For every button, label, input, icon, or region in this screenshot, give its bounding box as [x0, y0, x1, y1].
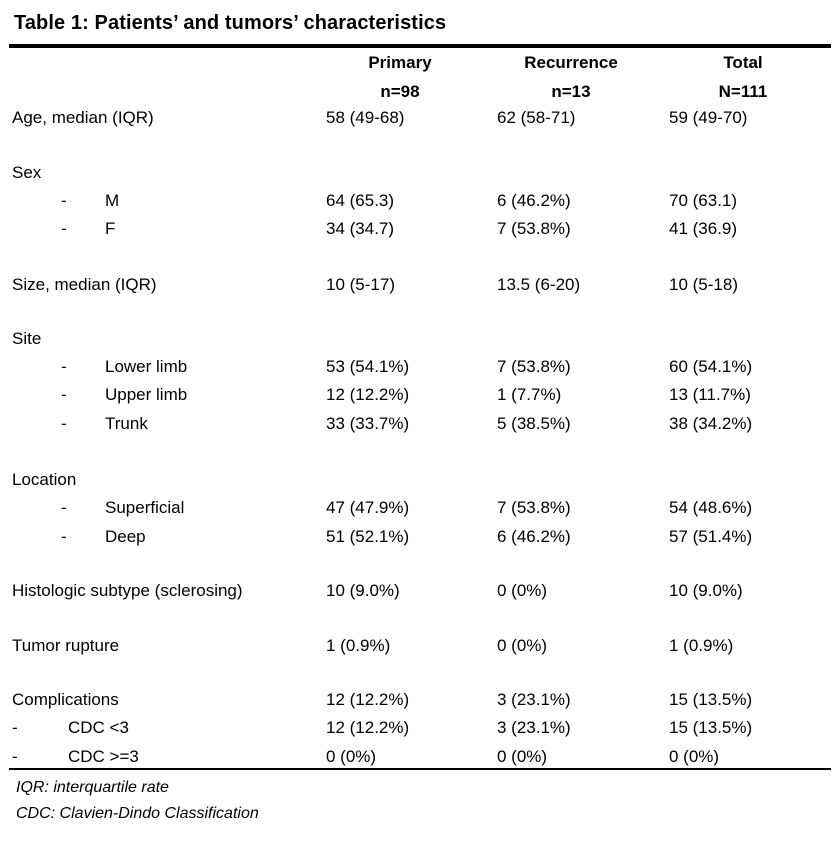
header-primary-n: n=98 — [380, 82, 420, 101]
row-sublabel: CDC >=3 — [68, 747, 139, 766]
footnote-cdc: CDC: Clavien-Dindo Classification — [16, 805, 259, 822]
cell-recurrence: 6 (46.2%) — [497, 527, 571, 546]
row-dash: - — [61, 498, 67, 517]
cell-total: 57 (51.4%) — [669, 527, 753, 546]
cell-recurrence: 6 (46.2%) — [497, 191, 571, 210]
cell-recurrence: 7 (53.8%) — [497, 357, 571, 376]
row-label: Complications — [12, 690, 119, 709]
cell-total: 59 (49-70) — [669, 108, 748, 127]
cell-primary: 12 (12.2%) — [326, 385, 410, 404]
row-label: Tumor rupture — [12, 636, 120, 655]
cell-total: 13 (11.7%) — [669, 385, 751, 404]
cell-total: 1 (0.9%) — [669, 636, 734, 655]
row-sublabel: F — [105, 219, 116, 238]
cell-primary: 0 (0%) — [326, 747, 377, 766]
cell-primary: 47 (47.9%) — [326, 498, 410, 517]
table-top-rule — [9, 44, 831, 48]
header-primary: Primary — [368, 53, 432, 72]
row-dash: - — [61, 414, 67, 433]
cell-recurrence: 3 (23.1%) — [497, 690, 571, 709]
row-sublabel: Superficial — [105, 498, 185, 517]
cell-primary: 53 (54.1%) — [326, 357, 410, 376]
cell-total: 10 (9.0%) — [669, 581, 743, 600]
cell-total: 70 (63.1) — [669, 191, 738, 210]
cell-recurrence: 13.5 (6-20) — [497, 275, 581, 294]
cell-recurrence: 1 (7.7%) — [497, 385, 562, 404]
row-label: Sex — [12, 163, 42, 182]
cell-primary: 12 (12.2%) — [326, 718, 410, 737]
cell-primary: 34 (34.7) — [326, 219, 395, 238]
footnote-iqr: IQR: interquartile rate — [16, 779, 169, 796]
cell-primary: 33 (33.7%) — [326, 414, 410, 433]
cell-total: 15 (13.5%) — [669, 718, 753, 737]
header-recurrence: Recurrence — [524, 53, 618, 72]
row-dash: - — [61, 527, 67, 546]
cell-primary: 1 (0.9%) — [326, 636, 391, 655]
table-title: Table 1: Patients’ and tumors’ character… — [14, 12, 447, 34]
row-sublabel: Upper limb — [105, 385, 188, 404]
row-sublabel: Deep — [105, 527, 146, 546]
cell-total: 15 (13.5%) — [669, 690, 753, 709]
cell-primary: 10 (9.0%) — [326, 581, 400, 600]
row-sublabel: Trunk — [105, 414, 148, 433]
header-total-n: N=111 — [718, 82, 768, 101]
cell-primary: 51 (52.1%) — [326, 527, 410, 546]
cell-recurrence: 62 (58-71) — [497, 108, 576, 127]
row-dash: - — [61, 191, 67, 210]
cell-recurrence: 7 (53.8%) — [497, 498, 571, 517]
cell-total: 54 (48.6%) — [669, 498, 753, 517]
row-dash: - — [61, 357, 67, 376]
cell-primary: 10 (5-17) — [326, 275, 395, 294]
row-dash: - — [61, 385, 67, 404]
cell-primary: 12 (12.2%) — [326, 690, 410, 709]
table-bottom-rule — [9, 768, 831, 770]
cell-primary: 58 (49-68) — [326, 108, 405, 127]
row-label: Age, median (IQR) — [12, 108, 154, 127]
row-label: Size, median (IQR) — [12, 275, 157, 294]
cell-recurrence: 3 (23.1%) — [497, 718, 571, 737]
cell-total: 41 (36.9) — [669, 219, 738, 238]
cell-total: 38 (34.2%) — [669, 414, 753, 433]
row-label: Histologic subtype (sclerosing) — [12, 581, 243, 600]
row-dash: - — [12, 747, 18, 766]
cell-total: 10 (5-18) — [669, 275, 738, 294]
cell-primary: 64 (65.3) — [326, 191, 395, 210]
row-dash: - — [61, 219, 67, 238]
cell-total: 0 (0%) — [669, 747, 720, 766]
cell-recurrence: 0 (0%) — [497, 581, 548, 600]
row-sublabel: M — [105, 191, 120, 210]
row-sublabel: CDC <3 — [68, 718, 129, 737]
cell-total: 60 (54.1%) — [669, 357, 753, 376]
header-total: Total — [723, 53, 763, 72]
cell-recurrence: 0 (0%) — [497, 747, 548, 766]
header-recurrence-n: n=13 — [551, 82, 591, 101]
row-label: Location — [12, 470, 77, 489]
cell-recurrence: 7 (53.8%) — [497, 219, 571, 238]
row-dash: - — [12, 718, 18, 737]
row-label: Site — [12, 329, 42, 348]
cell-recurrence: 0 (0%) — [497, 636, 548, 655]
cell-recurrence: 5 (38.5%) — [497, 414, 571, 433]
row-sublabel: Lower limb — [105, 357, 188, 376]
